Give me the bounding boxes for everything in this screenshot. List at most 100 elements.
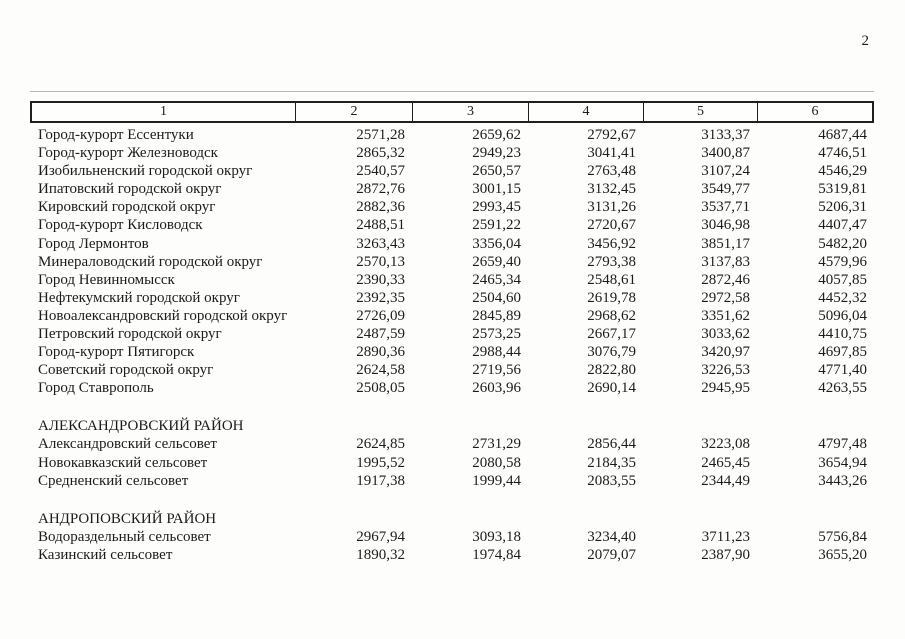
value-col-3: 1999,44 [472,472,521,489]
value-col-6: 3655,20 [818,546,867,563]
territory-name: Советский городской округ [38,362,214,379]
value-col-2: 2624,85 [356,436,405,453]
value-col-4: 2083,55 [587,472,636,489]
value-col-2: 1995,52 [356,454,405,471]
table-row: Средненский сельсовет 1917,38 1999,44 20… [30,472,874,490]
table-row: Ипатовский городской округ 2872,76 3001,… [30,180,874,198]
value-col-4: 2763,48 [587,163,636,180]
value-col-2: 2488,51 [356,217,405,234]
territory-name: Ипатовский городской округ [38,181,222,198]
table-row: Город-курорт Железноводск 2865,32 2949,2… [30,144,874,162]
territory-name: Средненский сельсовет [38,472,189,489]
value-col-3: 2719,56 [472,362,521,379]
territory-name: Город Лермонтов [38,235,149,252]
table-row: Советский городской округ 2624,58 2719,5… [30,361,874,379]
value-col-3: 2573,25 [472,326,521,343]
territory-name: Город-курорт Железноводск [38,145,218,162]
value-col-2: 2571,28 [356,127,405,143]
value-col-4: 2619,78 [587,289,636,306]
column-header-2: 2 [295,103,412,121]
column-header-6: 6 [757,103,872,121]
territory-name: Город Невинномысск [38,271,175,288]
value-col-3: 2504,60 [472,289,521,306]
value-col-6: 5756,84 [818,528,867,545]
value-col-5: 3133,37 [701,127,750,143]
table-top-rule [30,91,874,92]
value-col-4: 2792,67 [587,127,636,143]
value-col-5: 2465,45 [701,454,750,471]
value-col-5: 3351,62 [701,307,750,324]
territory-name: Петровский городской округ [38,326,222,343]
value-col-2: 2967,94 [356,528,405,545]
value-col-3: 2659,40 [472,253,521,270]
value-col-4: 2822,80 [587,362,636,379]
value-col-4: 2690,14 [587,380,636,397]
value-col-4: 2548,61 [587,271,636,288]
value-col-2: 2392,35 [356,289,405,306]
table-row: Александровский сельсовет 2624,85 2731,2… [30,435,874,453]
value-col-5: 2344,49 [701,472,750,489]
table-row: Город Лермонтов 3263,43 3356,04 3456,92 … [30,235,874,253]
value-col-3: 2591,22 [472,217,521,234]
value-col-5: 3400,87 [701,145,750,162]
territory-name: Изобильненский городской округ [38,163,253,180]
column-header-5: 5 [643,103,757,121]
table-row: Кировский городской округ 2882,36 2993,4… [30,198,874,216]
value-col-3: 2465,34 [472,271,521,288]
table-row: Минераловодский городской округ 2570,13 … [30,253,874,271]
value-col-3: 2993,45 [472,199,521,216]
value-col-2: 2890,36 [356,344,405,361]
value-col-3: 3001,15 [472,181,521,198]
value-col-3: 2988,44 [472,344,521,361]
value-col-4: 3131,26 [587,199,636,216]
district-section-title: АЛЕКСАНДРОВСКИЙ РАЙОН [38,418,244,435]
territory-name: Город-курорт Пятигорск [38,344,195,361]
value-col-6: 4687,44 [818,127,867,143]
value-col-2: 2390,33 [356,271,405,288]
value-col-2: 2540,57 [356,163,405,180]
value-col-4: 2968,62 [587,307,636,324]
value-col-5: 3137,83 [701,253,750,270]
value-col-5: 3420,97 [701,344,750,361]
value-col-5: 3549,77 [701,181,750,198]
territory-name: Минераловодский городской округ [38,253,263,270]
value-col-2: 2726,09 [356,307,405,324]
table-row: Казинский сельсовет 1890,32 1974,84 2079… [30,546,874,564]
value-col-4: 2720,67 [587,217,636,234]
value-col-3: 2845,89 [472,307,521,324]
value-col-5: 3033,62 [701,326,750,343]
table-row: Город-курорт Пятигорск 2890,36 2988,44 3… [30,343,874,361]
table-header-row: 1 2 3 4 5 6 [30,101,874,123]
value-col-2: 2872,76 [356,181,405,198]
value-col-2: 2508,05 [356,380,405,397]
value-col-4: 2793,38 [587,253,636,270]
value-col-6: 5206,31 [818,199,867,216]
value-col-4: 2856,44 [587,436,636,453]
territory-name: Новоалександровский городской округ [38,307,288,324]
territory-name: Кировский городской округ [38,199,216,216]
value-col-2: 2487,59 [356,326,405,343]
value-col-3: 3356,04 [472,235,521,252]
value-col-3: 2080,58 [472,454,521,471]
value-col-4: 2667,17 [587,326,636,343]
table-row: Водораздельный сельсовет 2967,94 3093,18… [30,528,874,546]
territory-name: Город-курорт Ессентуки [38,127,194,143]
territory-name: Город Ставрополь [38,380,154,397]
value-col-2: 1917,38 [356,472,405,489]
value-col-2: 2570,13 [356,253,405,270]
value-col-6: 4771,40 [818,362,867,379]
value-col-3: 3093,18 [472,528,521,545]
value-col-3: 2949,23 [472,145,521,162]
document-table: 1 2 3 4 5 6 Город-курорт Ессентуки 2571,… [30,91,874,564]
value-col-5: 2872,46 [701,271,750,288]
value-col-4: 2184,35 [587,454,636,471]
value-col-6: 4797,48 [818,436,867,453]
value-col-3: 2659,62 [472,127,521,143]
territory-name: Казинский сельсовет [38,546,173,563]
column-header-3: 3 [412,103,528,121]
value-col-3: 2731,29 [472,436,521,453]
value-col-5: 3046,98 [701,217,750,234]
territory-name: Водораздельный сельсовет [38,528,211,545]
value-col-6: 3443,26 [818,472,867,489]
value-col-6: 4057,85 [818,271,867,288]
